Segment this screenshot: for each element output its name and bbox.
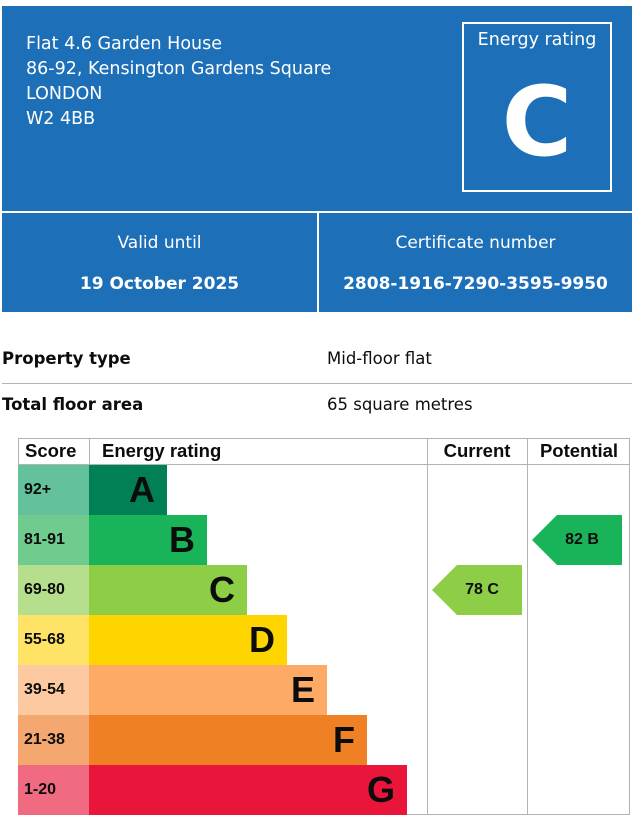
chart-column-divider bbox=[527, 438, 528, 815]
property-address: Flat 4.6 Garden House 86-92, Kensington … bbox=[26, 32, 331, 132]
valid-until-label: Valid until bbox=[117, 233, 202, 253]
band-bar-d: D bbox=[89, 615, 287, 665]
band-letter-g: G bbox=[366, 769, 395, 810]
floor-area-value: 65 square metres bbox=[327, 395, 473, 414]
band-bar-g: G bbox=[89, 765, 407, 815]
certificate-number-label: Certificate number bbox=[395, 233, 556, 253]
band-letter-e: E bbox=[290, 669, 315, 710]
address-line-4: W2 4BB bbox=[26, 109, 96, 129]
band-letter-f: F bbox=[333, 719, 355, 760]
chart-header-divider bbox=[18, 464, 630, 465]
band-score-b: 81-91 bbox=[18, 515, 89, 565]
potential-rating-arrow-label: 82 B bbox=[565, 531, 599, 548]
property-type-row: Property type Mid-floor flat bbox=[2, 337, 632, 384]
property-type-value: Mid-floor flat bbox=[327, 349, 432, 368]
band-letter-d: D bbox=[249, 619, 275, 660]
band-letter-a: A bbox=[129, 469, 155, 510]
band-letter-c: C bbox=[209, 569, 235, 610]
header-divider bbox=[2, 211, 632, 213]
chart-column-divider bbox=[427, 438, 428, 815]
address-line-1: Flat 4.6 Garden House bbox=[26, 34, 223, 54]
address-line-2: 86-92, Kensington Gardens Square bbox=[26, 59, 332, 79]
energy-rating-value: C bbox=[501, 66, 573, 178]
valid-until-cell: Valid until 19 October 2025 bbox=[2, 213, 317, 312]
certificate-number-cell: Certificate number 2808-1916-7290-3595-9… bbox=[319, 213, 632, 312]
band-bar-b: B bbox=[89, 515, 207, 565]
band-score-g: 1-20 bbox=[18, 765, 89, 815]
band-bar-e: E bbox=[89, 665, 327, 715]
header-column-divider bbox=[317, 213, 319, 312]
potential-column-header: Potential bbox=[539, 440, 619, 461]
floor-area-label: Total floor area bbox=[2, 395, 144, 414]
current-column-header: Current bbox=[443, 440, 511, 461]
energy-rating-box: Energy rating C bbox=[462, 22, 612, 192]
property-type-label: Property type bbox=[2, 349, 131, 368]
band-score-a: 92+ bbox=[18, 465, 89, 515]
band-bar-a: A bbox=[89, 465, 167, 515]
band-bar-c: C bbox=[89, 565, 247, 615]
band-score-d: 55-68 bbox=[18, 615, 89, 665]
rating-column-header: Energy rating bbox=[102, 440, 222, 461]
band-letter-b: B bbox=[169, 519, 195, 560]
floor-area-row: Total floor area 65 square metres bbox=[2, 383, 632, 419]
energy-rating-label: Energy rating bbox=[477, 30, 597, 50]
band-score-c: 69-80 bbox=[18, 565, 89, 615]
band-score-e: 39-54 bbox=[18, 665, 89, 715]
band-bar-f: F bbox=[89, 715, 367, 765]
band-score-f: 21-38 bbox=[18, 715, 89, 765]
valid-until-value: 19 October 2025 bbox=[79, 274, 240, 294]
score-column-header: Score bbox=[25, 440, 77, 461]
address-line-3: LONDON bbox=[26, 84, 103, 104]
current-rating-arrow-label: 78 C bbox=[465, 581, 499, 598]
certificate-number-value: 2808-1916-7290-3595-9950 bbox=[343, 274, 608, 294]
